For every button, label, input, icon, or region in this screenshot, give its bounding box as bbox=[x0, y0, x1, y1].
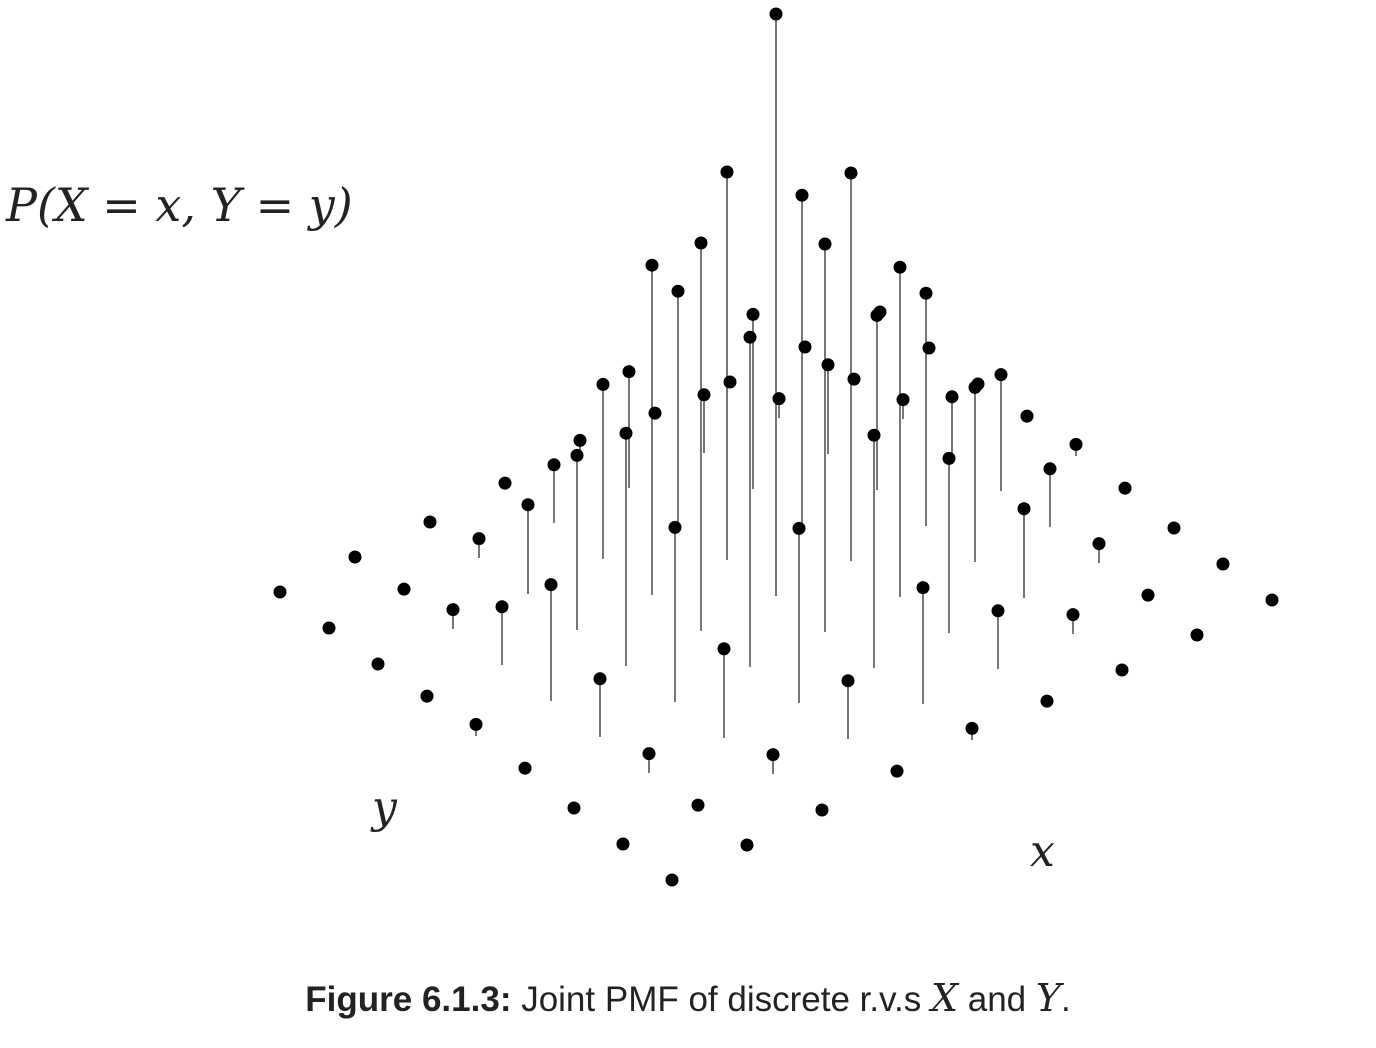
pmf-point-x4-y4 bbox=[769, 7, 783, 21]
pmf-point-x5-y8 bbox=[648, 406, 662, 420]
pmf-point-x4-y8 bbox=[573, 433, 587, 447]
joint-pmf-plot bbox=[273, 7, 1279, 887]
pmf-point-x2-y0 bbox=[815, 803, 829, 817]
pmf-point-x7-y1 bbox=[1141, 588, 1155, 602]
pmf-point-x7-y6 bbox=[896, 393, 910, 407]
pmf-point-x0-y6 bbox=[371, 657, 385, 671]
pmf-point-x5-y7 bbox=[697, 388, 711, 402]
pmf-point-x1-y7 bbox=[397, 582, 411, 596]
pmf-point-x8-y3 bbox=[1118, 481, 1132, 495]
pmf-point-x0-y3 bbox=[518, 761, 532, 775]
caption-number: Figure 6.1.3: bbox=[305, 980, 512, 1019]
pmf-point-x2-y3 bbox=[668, 520, 682, 534]
pmf-point-x3-y1 bbox=[841, 674, 855, 688]
pmf-point-x1-y6 bbox=[446, 603, 460, 617]
pmf-point-x1-y4 bbox=[544, 578, 558, 592]
pmf-point-x6-y5 bbox=[870, 308, 884, 322]
caption-var-x: X bbox=[930, 976, 959, 1020]
pmf-point-x5-y1 bbox=[991, 604, 1005, 618]
pmf-point-x4-y3 bbox=[818, 237, 832, 251]
pmf-point-x3-y2 bbox=[792, 521, 806, 535]
pmf-point-x8-y7 bbox=[922, 341, 936, 355]
pmf-point-x6-y4 bbox=[919, 286, 933, 300]
stem-lines bbox=[403, 14, 1149, 809]
pmf-point-x0-y1 bbox=[616, 837, 630, 851]
z-axis-label: P(X = x, Y = y) bbox=[6, 178, 353, 232]
pmf-point-x0-y5 bbox=[420, 689, 434, 703]
pmf-point-x0-y8 bbox=[273, 585, 287, 599]
pmf-point-x5-y2 bbox=[942, 451, 956, 465]
pmf-point-x3-y0 bbox=[890, 764, 904, 778]
pmf-point-x8-y4 bbox=[1069, 437, 1083, 451]
pmf-point-x8-y5 bbox=[1020, 409, 1034, 423]
pmf-point-x7-y8 bbox=[798, 340, 812, 354]
pmf-point-x1-y1 bbox=[691, 798, 705, 812]
pmf-point-x8-y1 bbox=[1216, 557, 1230, 571]
pmf-point-x7-y5 bbox=[945, 390, 959, 404]
pmf-point-x5-y5 bbox=[795, 188, 809, 202]
pmf-point-x5-y4 bbox=[844, 166, 858, 180]
pmf-point-x5-y3 bbox=[893, 260, 907, 274]
pmf-point-x2-y7 bbox=[472, 532, 486, 546]
stem-markers bbox=[273, 7, 1279, 887]
pmf-point-x7-y2 bbox=[1092, 537, 1106, 551]
pmf-point-x3-y6 bbox=[596, 377, 610, 391]
pmf-point-x3-y8 bbox=[498, 476, 512, 490]
pmf-point-x6-y2 bbox=[1017, 502, 1031, 516]
pmf-point-x8-y0 bbox=[1265, 593, 1279, 607]
pmf-point-x7-y0 bbox=[1190, 628, 1204, 642]
pmf-point-x2-y4 bbox=[619, 426, 633, 440]
pmf-point-x6-y6 bbox=[821, 358, 835, 372]
x-axis-label: x bbox=[1030, 826, 1055, 877]
pmf-point-x2-y2 bbox=[717, 642, 731, 656]
pmf-point-x1-y0 bbox=[740, 838, 754, 852]
pmf-point-x0-y4 bbox=[469, 717, 483, 731]
pmf-point-x7-y3 bbox=[1043, 462, 1057, 476]
pmf-point-x2-y1 bbox=[766, 748, 780, 762]
pmf-point-x1-y8 bbox=[348, 550, 362, 564]
pmf-point-x3-y4 bbox=[694, 236, 708, 250]
pmf-point-x6-y1 bbox=[1066, 608, 1080, 622]
pmf-point-x4-y2 bbox=[867, 428, 881, 442]
pmf-point-x7-y7 bbox=[847, 372, 861, 386]
pmf-point-x2-y5 bbox=[570, 448, 584, 462]
pmf-point-x0-y0 bbox=[665, 873, 679, 887]
pmf-point-x0-y7 bbox=[322, 621, 336, 635]
pmf-point-x2-y8 bbox=[423, 515, 437, 529]
pmf-point-x4-y1 bbox=[916, 581, 930, 595]
pmf-point-x4-y6 bbox=[671, 284, 685, 298]
pmf-point-x3-y7 bbox=[547, 458, 561, 472]
pmf-point-x3-y5 bbox=[645, 258, 659, 272]
caption-text-and: and bbox=[958, 980, 1036, 1019]
figure-caption: Figure 6.1.3: Joint PMF of discrete r.v.… bbox=[0, 976, 1376, 1020]
pmf-point-x1-y5 bbox=[495, 600, 509, 614]
pmf-point-x6-y8 bbox=[723, 375, 737, 389]
pmf-point-x7-y4 bbox=[994, 368, 1008, 382]
pmf-point-x4-y5 bbox=[720, 165, 734, 179]
y-axis-label: y bbox=[372, 782, 397, 833]
pmf-point-x0-y2 bbox=[567, 801, 581, 815]
pmf-point-x6-y3 bbox=[968, 380, 982, 394]
pmf-point-x1-y2 bbox=[642, 747, 656, 761]
pmf-point-x4-y7 bbox=[622, 365, 636, 379]
pmf-point-x1-y3 bbox=[593, 672, 607, 686]
pmf-point-x5-y0 bbox=[1040, 694, 1054, 708]
pmf-point-x6-y7 bbox=[772, 392, 786, 406]
pmf-point-x4-y0 bbox=[965, 721, 979, 735]
pmf-point-x6-y0 bbox=[1115, 663, 1129, 677]
pmf-point-x8-y2 bbox=[1167, 521, 1181, 535]
caption-period: . bbox=[1060, 980, 1071, 1019]
caption-var-y: Y bbox=[1035, 976, 1061, 1020]
pmf-point-x2-y6 bbox=[521, 498, 535, 512]
caption-text: Joint PMF of discrete r.v.s bbox=[511, 980, 931, 1019]
pmf-point-x3-y3 bbox=[743, 330, 757, 344]
pmf-point-x5-y6 bbox=[746, 307, 760, 321]
